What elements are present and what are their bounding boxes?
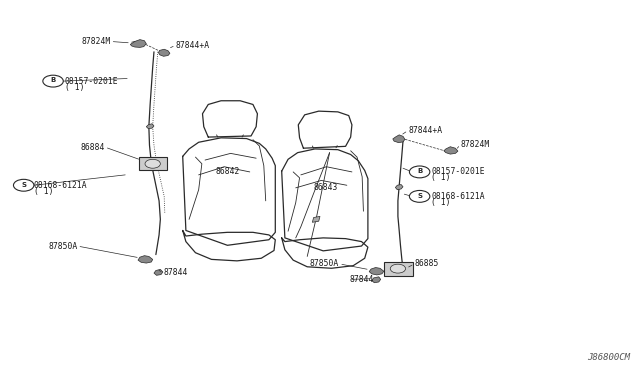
Text: ( 1): ( 1) xyxy=(34,187,53,196)
Circle shape xyxy=(410,190,430,202)
Circle shape xyxy=(43,75,63,87)
Circle shape xyxy=(13,179,34,191)
Text: B: B xyxy=(51,77,56,83)
Circle shape xyxy=(390,264,406,273)
Text: 87844: 87844 xyxy=(349,275,374,284)
Polygon shape xyxy=(369,267,384,275)
Circle shape xyxy=(145,159,161,168)
Polygon shape xyxy=(384,262,413,276)
Text: 08168-6121A: 08168-6121A xyxy=(34,181,88,190)
Text: 87844: 87844 xyxy=(164,268,188,277)
Polygon shape xyxy=(393,135,405,142)
Text: 08168-6121A: 08168-6121A xyxy=(431,192,484,201)
Polygon shape xyxy=(154,269,163,275)
Polygon shape xyxy=(396,185,403,190)
Polygon shape xyxy=(139,157,167,170)
Text: ( 1): ( 1) xyxy=(65,83,84,92)
Text: 87844+A: 87844+A xyxy=(175,41,210,50)
Circle shape xyxy=(410,166,430,178)
Text: 87824M: 87824M xyxy=(461,140,490,149)
Polygon shape xyxy=(147,124,154,129)
Polygon shape xyxy=(444,147,458,154)
Text: B: B xyxy=(417,168,422,174)
Text: 87850A: 87850A xyxy=(48,241,77,250)
Text: J86800CM: J86800CM xyxy=(587,353,630,362)
Text: 87844+A: 87844+A xyxy=(408,126,442,135)
Text: 86885: 86885 xyxy=(415,259,439,268)
Text: S: S xyxy=(21,182,26,187)
Polygon shape xyxy=(131,39,147,47)
Text: 08157-0201E: 08157-0201E xyxy=(431,167,484,176)
Text: 86884: 86884 xyxy=(81,142,105,151)
Polygon shape xyxy=(312,217,320,222)
Polygon shape xyxy=(372,277,381,283)
Text: 86843: 86843 xyxy=(314,183,338,192)
Polygon shape xyxy=(138,256,153,263)
Text: 86842: 86842 xyxy=(215,167,239,176)
Text: 87850A: 87850A xyxy=(310,259,339,268)
Text: S: S xyxy=(417,193,422,199)
Text: ( 1): ( 1) xyxy=(431,198,451,207)
Text: 87824M: 87824M xyxy=(81,37,111,46)
Polygon shape xyxy=(159,49,170,56)
Text: 08157-0201E: 08157-0201E xyxy=(65,77,118,86)
Text: ( 1): ( 1) xyxy=(431,173,451,182)
